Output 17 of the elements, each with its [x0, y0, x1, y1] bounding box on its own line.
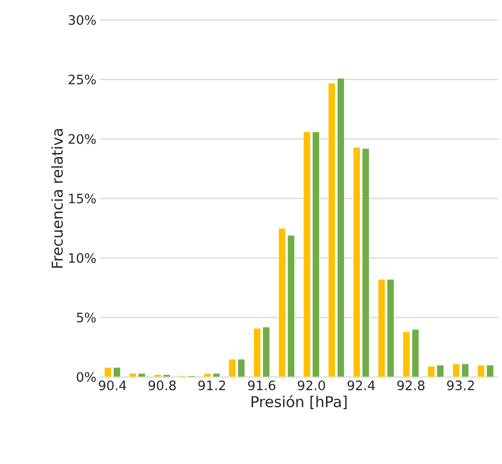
x-axis-title: Presión [hPa] — [252, 395, 347, 410]
y-tick-label: 30% — [68, 15, 96, 25]
x-tick-label: 92.8 — [397, 380, 424, 390]
y-axis-title: Frecuencia relativa — [51, 129, 63, 268]
y-tick-label: 10% — [69, 253, 96, 263]
x-tick-label: 90.8 — [148, 380, 176, 390]
y-tick-label: 0% — [76, 372, 96, 382]
y-tick-label: 5% — [76, 312, 96, 322]
x-tick-label: 93.2 — [447, 380, 474, 390]
x-tick-label: 92.4 — [348, 380, 375, 390]
x-tick-label: 91.2 — [198, 380, 226, 390]
y-tick-label: 15% — [69, 194, 96, 204]
y-tick-label: 20% — [68, 134, 96, 144]
x-tick-label: 92.0 — [298, 380, 325, 390]
x-tick-label: 90.4 — [98, 380, 126, 390]
y-tick-label: 25% — [68, 74, 96, 84]
x-tick-label: 91.6 — [248, 380, 276, 390]
